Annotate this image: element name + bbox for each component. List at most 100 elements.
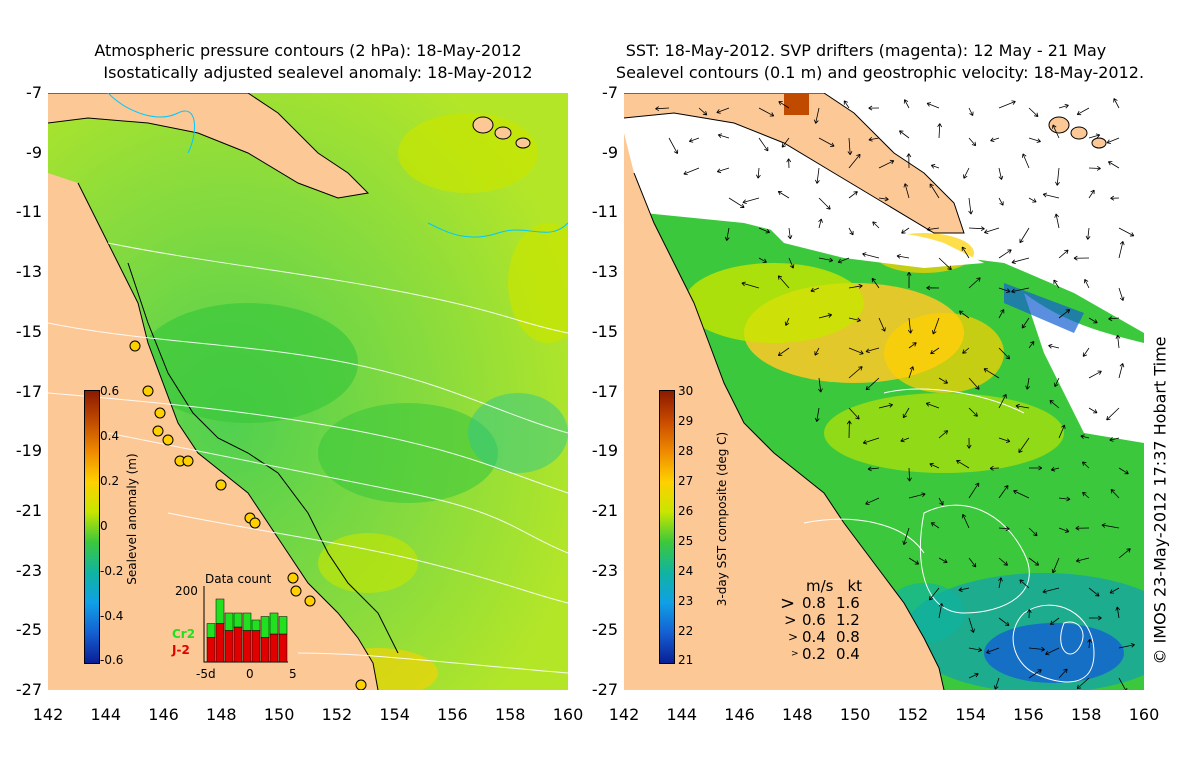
velocity-legend-kt: 1.2 <box>836 612 860 629</box>
velocity-arrow <box>1074 256 1089 260</box>
right-colorbar-tick: 23 <box>678 594 693 608</box>
data-count-bar-cr2 <box>207 624 215 638</box>
data-count-ytick: 200 <box>175 584 198 598</box>
tide-gauge <box>288 573 298 583</box>
data-count-bar-j2 <box>216 624 224 663</box>
velocity-legend: m/s kt >0.8 1.6 >0.6 1.2 >0.4 0.8 >0.2 0.4 <box>780 578 862 663</box>
x-tick-label: 158 <box>490 705 530 724</box>
data-count-bar-cr2 <box>216 599 224 624</box>
left-map[interactable] <box>48 93 568 690</box>
velocity-arrow <box>815 168 819 184</box>
velocity-arrow <box>689 138 699 142</box>
vector-arrow-icon: > <box>780 595 802 612</box>
y-tick-label: -23 <box>582 561 618 580</box>
velocity-arrow <box>756 168 760 178</box>
velocity-arrow <box>869 106 879 110</box>
vector-arrow-icon: > <box>780 629 802 646</box>
velocity-arrow <box>969 198 973 214</box>
data-count-bar-cr2 <box>243 613 251 631</box>
tide-gauge <box>250 518 260 528</box>
right-title-line1: SST: 18-May-2012. SVP drifters (magenta)… <box>606 40 1126 62</box>
velocity-arrow <box>927 103 939 108</box>
left-colorbar-tick: 0.6 <box>100 384 119 398</box>
y-tick-label: -21 <box>582 501 618 520</box>
island <box>1092 138 1106 148</box>
tide-gauge <box>183 456 193 466</box>
right-colorbar-tick: 30 <box>678 384 693 398</box>
right-title-line2: Sealevel contours (0.1 m) and geostrophi… <box>600 62 1160 84</box>
right-colorbar <box>659 390 675 664</box>
velocity-arrow <box>991 138 999 142</box>
high-anomaly-region <box>398 113 538 193</box>
velocity-legend-ms: 0.8 <box>802 595 836 612</box>
data-count-bar-cr2 <box>234 613 242 627</box>
left-colorbar-tick: -0.4 <box>100 609 123 623</box>
right-colorbar-tick: 26 <box>678 504 693 518</box>
velocity-arrow <box>1086 228 1090 240</box>
velocity-arrow <box>902 228 909 233</box>
vector-arrow-icon: > <box>780 612 802 629</box>
right-map[interactable] <box>624 93 1144 690</box>
x-tick-label: 148 <box>777 705 817 724</box>
y-tick-label: -21 <box>6 501 42 520</box>
data-count-xtick: -5d <box>196 667 216 681</box>
velocity-arrow <box>743 198 759 204</box>
y-tick-label: -7 <box>6 83 42 102</box>
x-tick-label: 146 <box>144 705 184 724</box>
right-colorbar-tick: 24 <box>678 564 693 578</box>
tide-gauge <box>291 586 301 596</box>
velocity-legend-ms: 0.6 <box>802 612 836 629</box>
x-tick-label: 160 <box>1124 705 1164 724</box>
velocity-arrow <box>984 228 999 234</box>
left-colorbar-tick: -0.6 <box>100 653 123 667</box>
x-tick-label: 150 <box>835 705 875 724</box>
data-count-bar-cr2 <box>279 617 287 635</box>
warm-sst-region <box>684 263 864 343</box>
legend-cr2: Cr2 <box>172 627 195 641</box>
velocity-arrow <box>1022 154 1029 168</box>
velocity-arrow <box>1119 228 1134 236</box>
velocity-arrow <box>1107 138 1119 144</box>
velocity-arrow <box>1089 190 1094 198</box>
velocity-arrow <box>1055 214 1059 228</box>
velocity-legend-ms: 0.4 <box>802 629 836 646</box>
right-colorbar-tick: 22 <box>678 624 693 638</box>
data-count-bar-cr2 <box>252 620 260 631</box>
velocity-legend-kt: 0.8 <box>836 629 860 646</box>
y-tick-label: -17 <box>6 382 42 401</box>
y-tick-label: -25 <box>582 620 618 639</box>
x-tick-label: 158 <box>1066 705 1106 724</box>
data-count-bar-j2 <box>279 634 287 662</box>
island <box>1071 127 1087 139</box>
velocity-arrow <box>969 138 976 146</box>
velocity-arrow <box>718 134 729 138</box>
tide-gauge <box>143 386 153 396</box>
velocity-arrow <box>904 100 909 108</box>
velocity-arrow <box>1029 138 1041 143</box>
tide-gauge <box>130 341 140 351</box>
island <box>516 138 530 148</box>
x-tick-label: 150 <box>259 705 299 724</box>
velocity-arrow <box>1114 98 1119 108</box>
velocity-arrow <box>1043 193 1059 198</box>
y-tick-label: -19 <box>6 441 42 460</box>
y-tick-label: -27 <box>6 680 42 699</box>
right-colorbar-tick: 25 <box>678 534 693 548</box>
velocity-legend-header-ms: m/s <box>806 578 833 595</box>
drifter-track <box>784 93 809 115</box>
tide-gauge <box>356 680 366 690</box>
data-count-bar-j2 <box>207 638 215 663</box>
y-tick-label: -11 <box>6 202 42 221</box>
velocity-arrow <box>684 168 699 175</box>
x-tick-label: 156 <box>432 705 472 724</box>
data-count-bar-j2 <box>252 631 260 663</box>
high-anomaly-region <box>318 533 418 593</box>
velocity-arrow <box>1110 196 1119 200</box>
y-tick-label: -19 <box>582 441 618 460</box>
x-tick-label: 156 <box>1008 705 1048 724</box>
velocity-arrow <box>938 123 942 138</box>
data-count-bar-cr2 <box>261 617 269 638</box>
velocity-arrow <box>729 198 744 208</box>
data-count-chart <box>203 586 289 666</box>
velocity-arrow <box>931 164 939 168</box>
